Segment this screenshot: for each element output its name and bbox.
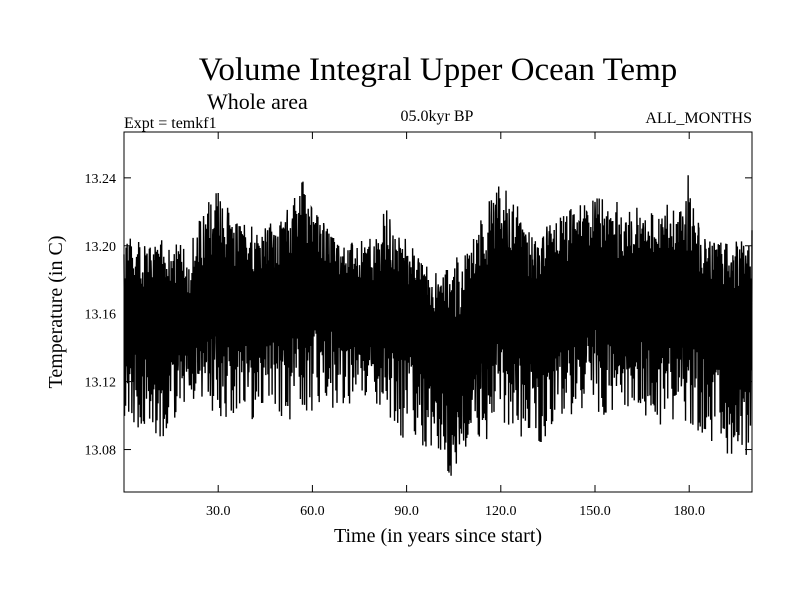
y-tick-label: 13.12 [85,376,117,391]
y-tick-label: 13.16 [85,308,117,323]
experiment-label: Expt = temkf1 [124,115,217,132]
y-tick-label: 13.08 [85,444,117,459]
y-axis-label: Temperature (in C) [45,236,67,389]
chart-subtitle: Whole area [207,89,308,114]
y-tick-label: 13.20 [85,240,117,255]
x-tick-label: 90.0 [394,504,419,519]
series-line [123,175,753,476]
x-tick-label: 30.0 [206,504,231,519]
series-layer [123,175,753,476]
months-label: ALL_MONTHS [645,110,752,127]
y-tick-label: 13.24 [85,172,117,187]
x-tick-label: 60.0 [300,504,325,519]
x-axis-label: Time (in years since start) [334,525,542,547]
tick-layer: 30.0 60.0 90.0 120.0 150.0 180.0 13.08 13.12 13.… [85,132,752,519]
x-tick-label: 180.0 [673,504,705,519]
x-tick-label: 120.0 [485,504,517,519]
x-tick-label: 150.0 [579,504,611,519]
period-label: 05.0kyr BP [401,108,474,125]
chart-title: Volume Integral Upper Ocean Temp [199,52,677,88]
plot-frame [123,131,753,493]
